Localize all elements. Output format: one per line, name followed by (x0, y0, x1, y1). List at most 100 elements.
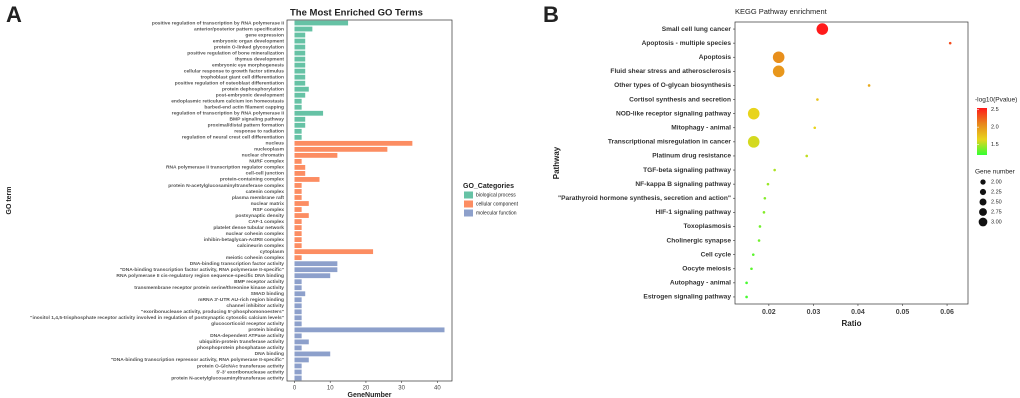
legend-label: molecular function (476, 210, 517, 216)
size-legend-label: 2.50 (991, 199, 1002, 205)
y-tick-label: NURF complex (249, 159, 284, 165)
bar (294, 122, 306, 128)
point (757, 239, 761, 242)
point (745, 295, 748, 299)
bar (294, 327, 445, 333)
point (813, 126, 817, 130)
point (747, 136, 760, 148)
y-tick-label: platelet dense tubular network (213, 225, 284, 231)
y-tick-label: embryonic organ development (213, 38, 285, 44)
y-tick-label: protein-containing complex (220, 177, 284, 183)
point (948, 41, 952, 45)
bar (294, 146, 388, 152)
bar (294, 171, 306, 176)
point (773, 168, 776, 172)
bar (294, 231, 302, 236)
y-tick-label: glucocorticoid receptor activity (211, 321, 284, 327)
x-tick-label: 30 (398, 386, 405, 392)
y-tick-label: regulation of transcription by RNA polym… (172, 111, 285, 117)
colorbar-tick-label: 2.0 (991, 125, 999, 131)
y-tick-label: Estrogen signaling pathway (643, 294, 731, 301)
bar (294, 92, 306, 98)
size-legend-dot (979, 188, 987, 196)
point (758, 225, 762, 228)
bar (294, 309, 302, 315)
x-axis-title: Ratio (842, 319, 862, 328)
y-tick-label: inhibin-betaglycan-ActRII complex (204, 237, 284, 243)
bar (294, 339, 309, 345)
y-tick-label: postsynaptic density (235, 213, 284, 219)
y-tick-label: protein N-acetylglucosaminyltransferase … (168, 183, 284, 189)
y-tick-label: meiotic cohesin complex (226, 255, 284, 261)
y-tick-label: catenin complex (246, 189, 285, 195)
legend-label: biological process (476, 192, 516, 198)
y-tick-label: thymus development (235, 56, 284, 62)
y-tick-label: 5'-3' exoribonuclease activity (216, 369, 284, 375)
bar (294, 369, 302, 375)
y-tick-label: Fluid shear stress and atherosclerosis (610, 68, 731, 75)
y-tick-label: Oocyte meiosis (682, 266, 731, 273)
bar (294, 116, 306, 122)
y-tick-label: gene expression (245, 32, 284, 38)
bar (294, 219, 302, 224)
y-tick-label: transmembrane receptor protein serine/th… (134, 285, 284, 291)
size-legend-dot (978, 217, 988, 227)
point (747, 107, 760, 120)
point (750, 267, 753, 271)
y-tick-label: TGF-beta signaling pathway (643, 167, 731, 174)
y-tick-label: protein O-GlcNAc transferase activity (197, 363, 284, 369)
y-tick-label: DNA-binding transcription factor activit… (190, 261, 285, 267)
bar (294, 321, 302, 327)
legend-title: -log10(Pvalue) (975, 97, 1017, 104)
y-tick-label: "exoribonuclease activity, producing 5'-… (141, 309, 284, 315)
point (867, 84, 871, 87)
x-axis-title: GeneNumber (348, 392, 392, 398)
y-tick-label: anterior/posterior pattern specification (194, 26, 284, 32)
y-tick-label: barbed-end actin filament capping (204, 105, 284, 111)
y-tick-label: SMAD binding (251, 291, 284, 297)
y-tick-label: cell-cell junction (246, 171, 284, 177)
x-tick-label: 0.02 (762, 309, 776, 316)
x-tick-label: 0.06 (940, 309, 954, 316)
point (805, 154, 809, 158)
size-legend-label: 2.00 (991, 179, 1002, 185)
bar (294, 32, 306, 38)
bar (294, 249, 374, 255)
point (772, 51, 785, 64)
bar (294, 225, 302, 230)
bar (294, 165, 306, 170)
bar (294, 98, 302, 104)
y-tick-label: Autophagy - animal (670, 280, 731, 287)
y-tick-label: phosphoprotein phosphatase activity (197, 345, 284, 351)
legend-swatch (464, 191, 473, 199)
y-tick-label: mRNA 3'-UTR AU-rich region binding (198, 297, 284, 303)
y-tick-label: Apoptosis (699, 54, 732, 61)
y-tick-label: "DNA-binding transcription repressor act… (111, 357, 284, 363)
bar (294, 297, 302, 303)
bar (294, 345, 302, 351)
y-tick-label: plasma membrane raft (232, 195, 285, 201)
y-tick-label: RNA polymerase II transcription regulato… (166, 165, 284, 171)
y-tick-label: HIF-1 signaling pathway (656, 209, 732, 216)
colorbar-tick-label: 2.5 (991, 107, 999, 113)
bar (294, 80, 306, 86)
x-tick-label: 10 (327, 386, 334, 392)
y-tick-label: nuclear chromatin (242, 153, 284, 159)
bar (294, 207, 302, 212)
size-legend-label: 2.75 (991, 209, 1002, 215)
bar (294, 128, 302, 134)
y-tick-label: protein O-linked glycosylation (214, 44, 284, 50)
y-tick-label: protein binding (248, 327, 284, 333)
x-tick-label: 0.04 (851, 309, 865, 316)
y-tick-label: nucleus (266, 141, 285, 147)
bar (294, 68, 306, 74)
bar (294, 110, 324, 116)
bar (294, 38, 306, 44)
y-tick-label: BMP signaling pathway (229, 117, 284, 123)
legend-title: Gene number (975, 169, 1016, 176)
x-tick-label: 0.05 (896, 309, 910, 316)
point (816, 23, 829, 35)
y-tick-label: calcineurin complex (237, 243, 284, 249)
bar (294, 26, 313, 32)
y-tick-label: cytoplasm (260, 249, 285, 255)
